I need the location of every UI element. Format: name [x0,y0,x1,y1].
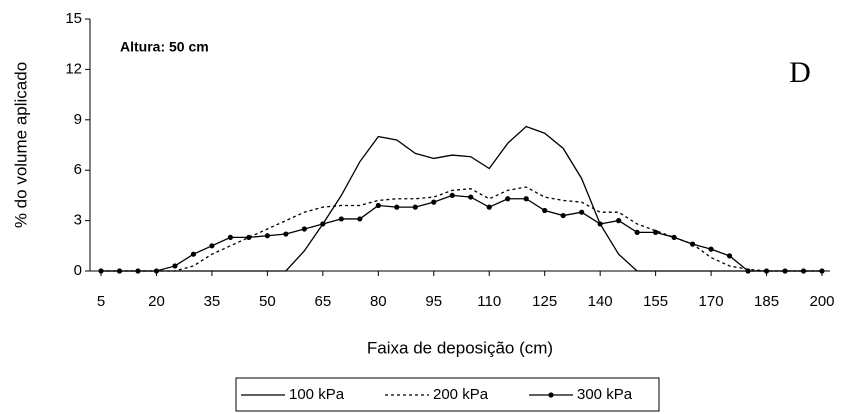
point [209,243,215,249]
legend-box [235,377,660,412]
point [412,204,418,210]
point [819,268,825,274]
point [431,199,437,205]
x-tick-label: 110 [477,293,501,310]
point [523,196,529,202]
point [708,246,714,252]
point [505,196,511,202]
point [782,268,788,274]
point [98,268,104,274]
x-tick-label: 140 [588,293,613,310]
legend-label: 100 kPa [289,386,345,403]
panel-label: D [789,56,811,89]
y-tick-label: 3 [74,212,82,229]
point [468,194,474,200]
legend-marker [548,392,554,398]
point [542,207,548,214]
point [394,204,400,210]
point [246,234,252,240]
point [579,209,585,215]
point [800,268,807,274]
x-tick-label: 95 [425,293,442,310]
x-tick-label: 125 [532,293,557,310]
point [726,253,733,259]
x-axis-label: Faixa de deposição (cm) [367,338,553,357]
x-tick-label: 185 [754,293,779,310]
x-tick-label: 170 [699,293,724,310]
y-tick-label: 15 [65,10,82,27]
x-tick-label: 5 [97,293,105,310]
point [190,251,197,257]
point [745,268,751,274]
point [357,216,363,222]
annotation: Altura: 50 cm [120,39,209,55]
point [227,234,234,240]
point [616,218,622,224]
point [653,229,659,235]
x-tick-label: 35 [204,293,221,310]
point [763,268,770,274]
y-tick-label: 0 [74,262,82,279]
x-tick-label: 50 [259,293,276,310]
y-tick-label: 6 [74,161,82,178]
x-tick-label: 80 [370,293,387,310]
legend-label: 300 kPa [577,386,633,403]
point [116,268,123,274]
point [153,268,160,274]
x-tick-label: 200 [809,293,834,310]
point [264,233,270,239]
point [449,192,455,198]
point [338,216,344,222]
point [135,268,141,274]
x-tick-label: 20 [148,293,165,310]
point [634,229,640,235]
point [172,263,178,269]
x-tick-label: 155 [643,293,668,310]
point [301,226,307,232]
point [689,241,696,247]
point [320,221,326,227]
y-tick-label: 9 [74,111,82,128]
y-axis-label: % do volume aplicado [11,62,30,228]
x-tick-label: 65 [315,293,332,310]
series-line [101,186,822,272]
point [597,221,603,227]
point [671,234,677,240]
point [486,204,492,210]
y-tick-label: 12 [65,60,82,77]
series-line [101,125,822,272]
point [375,202,381,209]
point [283,231,289,237]
series-line [101,194,822,272]
point [560,212,566,219]
legend-label: 200 kPa [433,386,489,403]
